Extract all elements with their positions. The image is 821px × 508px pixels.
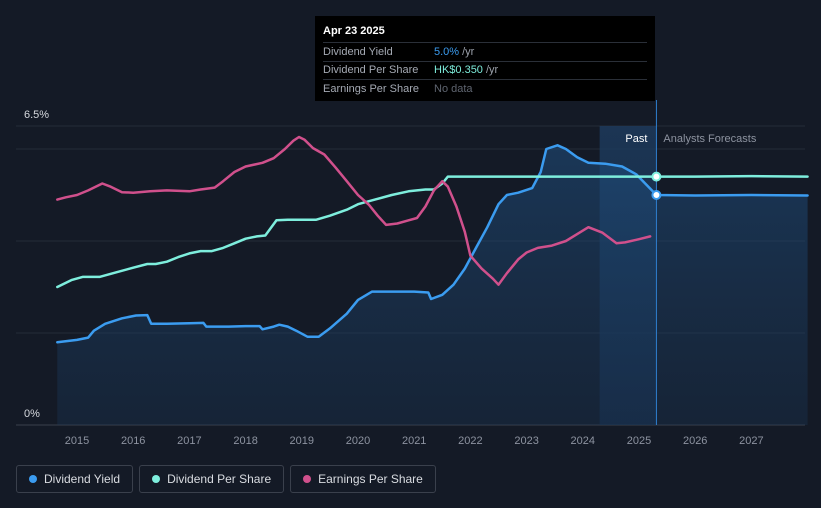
legend: Dividend Yield Dividend Per Share Earnin…: [16, 465, 436, 493]
tooltip-label: Dividend Per Share: [323, 64, 419, 77]
x-tick-label: 2018: [233, 435, 257, 447]
legend-item-earnings-per-share[interactable]: Earnings Per Share: [290, 465, 436, 493]
legend-item-dividend-per-share[interactable]: Dividend Per Share: [139, 465, 285, 493]
tooltip-date: Apr 23 2025: [323, 25, 385, 37]
tooltip-value: 5.0%: [434, 45, 460, 58]
forecast-label: Analysts Forecasts: [663, 133, 756, 145]
legend-label: Dividend Per Share: [167, 472, 272, 486]
dividend-yield-marker: [651, 190, 662, 200]
y-tick-label: 0%: [24, 408, 40, 420]
legend-label: Earnings Per Share: [318, 472, 423, 486]
x-tick-label: 2021: [402, 435, 426, 447]
x-tick-label: 2016: [121, 435, 145, 447]
line-layer: [56, 135, 809, 344]
tooltip-row-earnings-per-share: Earnings Per Share No data: [323, 79, 647, 98]
tooltip-value: HK$0.350: [434, 64, 483, 77]
legend-dot: [152, 475, 161, 483]
tooltip-label: Dividend Yield: [323, 45, 393, 58]
tooltip-row-dividend-yield: Dividend Yield 5.0% /yr: [323, 42, 647, 61]
dividend-per-share-line: [56, 174, 809, 289]
tooltip-value: No data: [434, 82, 473, 95]
y-tick-label: 6.5%: [24, 109, 49, 121]
tooltip-label: Earnings Per Share: [323, 82, 419, 95]
x-tick-label: 2019: [290, 435, 314, 447]
legend-label: Dividend Yield: [44, 472, 121, 486]
legend-item-dividend-yield[interactable]: Dividend Yield: [16, 465, 134, 493]
dividend-yield-area: [57, 145, 808, 426]
tooltip: Apr 23 2025 Dividend Yield 5.0% /yr Divi…: [315, 16, 655, 101]
tooltip-unit: /yr: [462, 45, 475, 58]
legend-dot: [303, 475, 312, 483]
x-tick-label: 2026: [683, 435, 707, 447]
x-tick-label: 2022: [458, 435, 482, 447]
x-tick-label: 2020: [346, 435, 370, 447]
legend-dot: [29, 475, 37, 483]
x-tick-label: 2027: [739, 435, 763, 447]
x-tick-label: 2015: [65, 435, 89, 447]
past-label: Past: [625, 133, 647, 145]
tooltip-row-dividend-per-share: Dividend Per Share HK$0.350 /yr: [323, 60, 647, 80]
y-axis: 6.5% 0%: [24, 109, 49, 420]
x-tick-label: 2025: [627, 435, 651, 447]
dividend-yield-line: [56, 144, 809, 344]
x-tick-label: 2023: [514, 435, 538, 447]
marker-layer: [651, 171, 662, 200]
area-layer: [57, 145, 808, 426]
earnings-per-share-line: [56, 135, 652, 286]
dividend-per-share-marker: [651, 171, 662, 182]
tooltip-unit: /yr: [485, 64, 499, 77]
x-axis: 2015 2016 2017 2018 2019 2020 2021 2022 2023 2024…: [65, 435, 764, 447]
x-tick-label: 2024: [571, 435, 595, 447]
x-tick-label: 2017: [177, 435, 201, 447]
